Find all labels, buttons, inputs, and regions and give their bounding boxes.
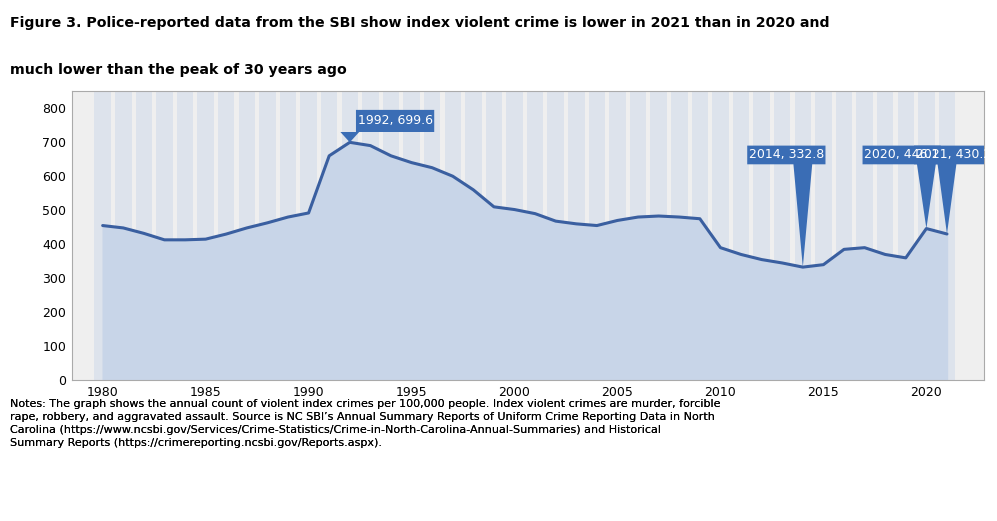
- Bar: [280, 91, 296, 380]
- Text: Notes: The graph shows the annual count of violent index crimes per 100,000 peop: Notes: The graph shows the annual count …: [10, 399, 721, 448]
- Bar: [526, 91, 543, 380]
- Bar: [238, 91, 255, 380]
- Text: Notes: The graph shows the annual count of violent index crimes per 100,000 peop: Notes: The graph shows the annual count …: [10, 399, 721, 448]
- Bar: [816, 91, 831, 380]
- Bar: [321, 91, 337, 380]
- Bar: [136, 91, 153, 380]
- Bar: [95, 91, 111, 380]
- Bar: [897, 91, 914, 380]
- Bar: [568, 91, 584, 380]
- Text: much lower than the peak of 30 years ago: much lower than the peak of 30 years ago: [10, 63, 347, 77]
- Bar: [835, 91, 852, 380]
- Bar: [383, 91, 399, 380]
- Bar: [342, 91, 358, 380]
- Bar: [630, 91, 646, 380]
- Bar: [588, 91, 605, 380]
- Bar: [506, 91, 522, 380]
- Bar: [466, 91, 482, 380]
- Bar: [404, 91, 420, 380]
- Bar: [300, 91, 317, 380]
- Text: 2021, 430.2: 2021, 430.2: [915, 148, 991, 162]
- Bar: [795, 91, 812, 380]
- Polygon shape: [862, 145, 941, 229]
- Bar: [445, 91, 461, 380]
- Bar: [486, 91, 502, 380]
- Bar: [424, 91, 441, 380]
- Bar: [856, 91, 872, 380]
- Polygon shape: [747, 145, 826, 267]
- Polygon shape: [340, 110, 435, 142]
- Bar: [733, 91, 750, 380]
- Bar: [362, 91, 379, 380]
- Bar: [774, 91, 791, 380]
- Bar: [918, 91, 934, 380]
- Bar: [650, 91, 667, 380]
- Bar: [692, 91, 708, 380]
- Bar: [547, 91, 564, 380]
- Bar: [609, 91, 626, 380]
- Bar: [176, 91, 193, 380]
- Bar: [157, 91, 172, 380]
- Bar: [115, 91, 132, 380]
- Text: 1992, 699.6: 1992, 699.6: [358, 115, 433, 128]
- Text: 2014, 332.8: 2014, 332.8: [749, 148, 824, 162]
- Bar: [259, 91, 275, 380]
- Text: Figure 3. Police-reported data from the SBI show index violent crime is lower in: Figure 3. Police-reported data from the …: [10, 16, 830, 30]
- Text: 2020, 446.1: 2020, 446.1: [864, 148, 939, 162]
- Bar: [939, 91, 955, 380]
- Bar: [754, 91, 770, 380]
- Bar: [218, 91, 234, 380]
- Bar: [712, 91, 729, 380]
- Polygon shape: [914, 145, 992, 234]
- Bar: [671, 91, 688, 380]
- Bar: [197, 91, 214, 380]
- Bar: [877, 91, 893, 380]
